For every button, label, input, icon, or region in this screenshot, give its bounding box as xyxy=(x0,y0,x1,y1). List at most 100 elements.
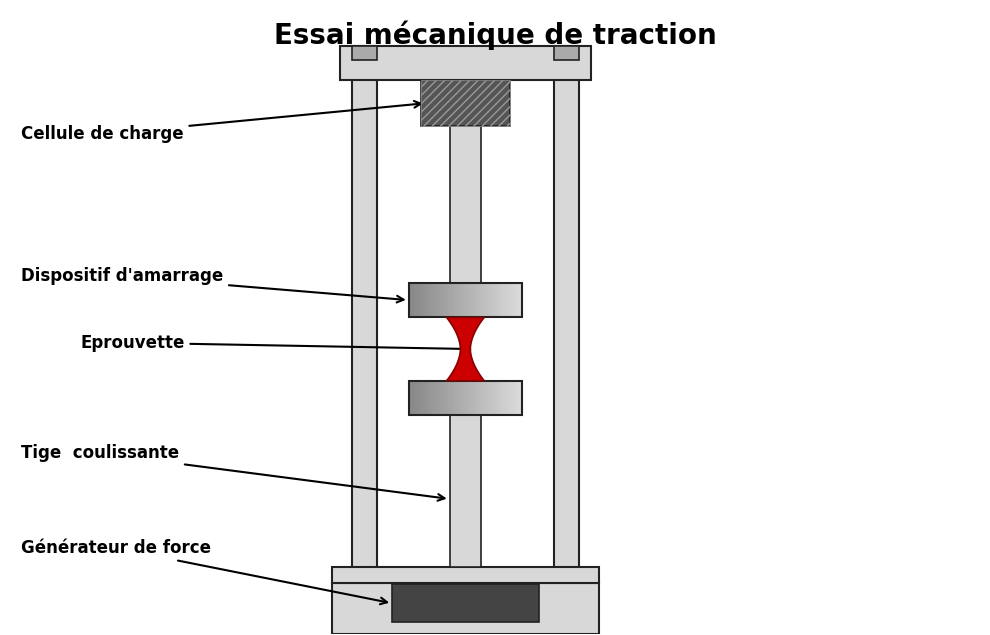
Bar xyxy=(448,381,452,415)
Bar xyxy=(332,567,599,583)
Bar xyxy=(505,381,509,415)
Bar xyxy=(437,381,441,415)
Bar xyxy=(414,381,418,415)
Bar xyxy=(429,381,433,415)
Bar xyxy=(414,283,418,318)
Bar xyxy=(435,381,438,415)
Bar xyxy=(421,81,510,126)
Bar xyxy=(485,283,489,318)
Bar xyxy=(514,283,518,318)
Bar xyxy=(409,283,413,318)
Bar xyxy=(462,381,466,415)
Bar xyxy=(508,381,512,415)
Bar xyxy=(514,381,518,415)
Bar xyxy=(459,283,463,318)
Polygon shape xyxy=(446,318,484,381)
Bar xyxy=(435,283,438,318)
Bar xyxy=(432,283,436,318)
Bar xyxy=(459,381,463,415)
Bar xyxy=(417,381,421,415)
Bar xyxy=(485,381,489,415)
Bar xyxy=(479,283,483,318)
Bar xyxy=(426,381,430,415)
Bar xyxy=(482,283,486,318)
Bar xyxy=(517,381,521,415)
Bar xyxy=(474,381,478,415)
Bar xyxy=(448,283,452,318)
Bar xyxy=(409,381,522,415)
Bar xyxy=(462,283,466,318)
Bar xyxy=(499,381,503,415)
Bar xyxy=(446,283,449,318)
Bar xyxy=(423,381,427,415)
Bar xyxy=(488,381,492,415)
Bar xyxy=(392,584,539,622)
Bar xyxy=(454,283,457,318)
Bar xyxy=(477,381,480,415)
Bar xyxy=(520,283,523,318)
Bar xyxy=(502,381,506,415)
Bar xyxy=(505,283,509,318)
Bar xyxy=(497,283,500,318)
Bar xyxy=(471,283,475,318)
Bar xyxy=(332,583,599,634)
Bar xyxy=(412,381,415,415)
Bar xyxy=(482,381,486,415)
Bar xyxy=(417,283,421,318)
Bar xyxy=(420,283,424,318)
Bar xyxy=(511,283,515,318)
Bar xyxy=(420,381,424,415)
Bar xyxy=(468,381,472,415)
Bar xyxy=(426,283,430,318)
Bar xyxy=(554,46,579,60)
Bar xyxy=(554,46,579,570)
Bar xyxy=(491,283,495,318)
Bar xyxy=(468,283,472,318)
Bar xyxy=(456,381,460,415)
Bar xyxy=(446,381,449,415)
Bar xyxy=(432,381,436,415)
Bar xyxy=(491,381,495,415)
Bar xyxy=(443,381,446,415)
Bar xyxy=(502,283,506,318)
Bar xyxy=(412,283,415,318)
Bar xyxy=(437,283,441,318)
Bar xyxy=(409,283,522,318)
Bar xyxy=(440,381,444,415)
Bar xyxy=(494,381,498,415)
Bar xyxy=(508,283,512,318)
Text: Eprouvette: Eprouvette xyxy=(80,334,470,352)
Bar xyxy=(421,81,510,126)
Bar xyxy=(477,283,480,318)
Bar xyxy=(520,381,523,415)
Text: Tige  coulissante: Tige coulissante xyxy=(21,444,445,501)
Bar xyxy=(456,283,460,318)
Bar xyxy=(443,283,446,318)
Bar xyxy=(454,381,457,415)
Bar xyxy=(517,283,521,318)
Text: Dispositif d'amarrage: Dispositif d'amarrage xyxy=(21,267,404,302)
Text: Essai mécanique de traction: Essai mécanique de traction xyxy=(273,20,717,50)
Bar xyxy=(340,46,591,81)
Bar xyxy=(451,283,455,318)
Bar xyxy=(449,81,481,283)
Bar xyxy=(465,283,469,318)
Bar xyxy=(409,381,413,415)
Bar xyxy=(351,46,376,570)
Bar xyxy=(511,381,515,415)
Bar xyxy=(351,46,376,60)
Bar xyxy=(479,381,483,415)
Bar xyxy=(499,283,503,318)
Bar xyxy=(449,415,481,567)
Bar xyxy=(494,283,498,318)
Bar xyxy=(440,283,444,318)
Bar xyxy=(423,283,427,318)
Bar xyxy=(488,283,492,318)
Bar xyxy=(471,381,475,415)
Bar xyxy=(465,381,469,415)
Text: Générateur de force: Générateur de force xyxy=(21,539,387,605)
Bar xyxy=(451,381,455,415)
Bar xyxy=(429,283,433,318)
Bar xyxy=(474,283,478,318)
Bar xyxy=(497,381,500,415)
